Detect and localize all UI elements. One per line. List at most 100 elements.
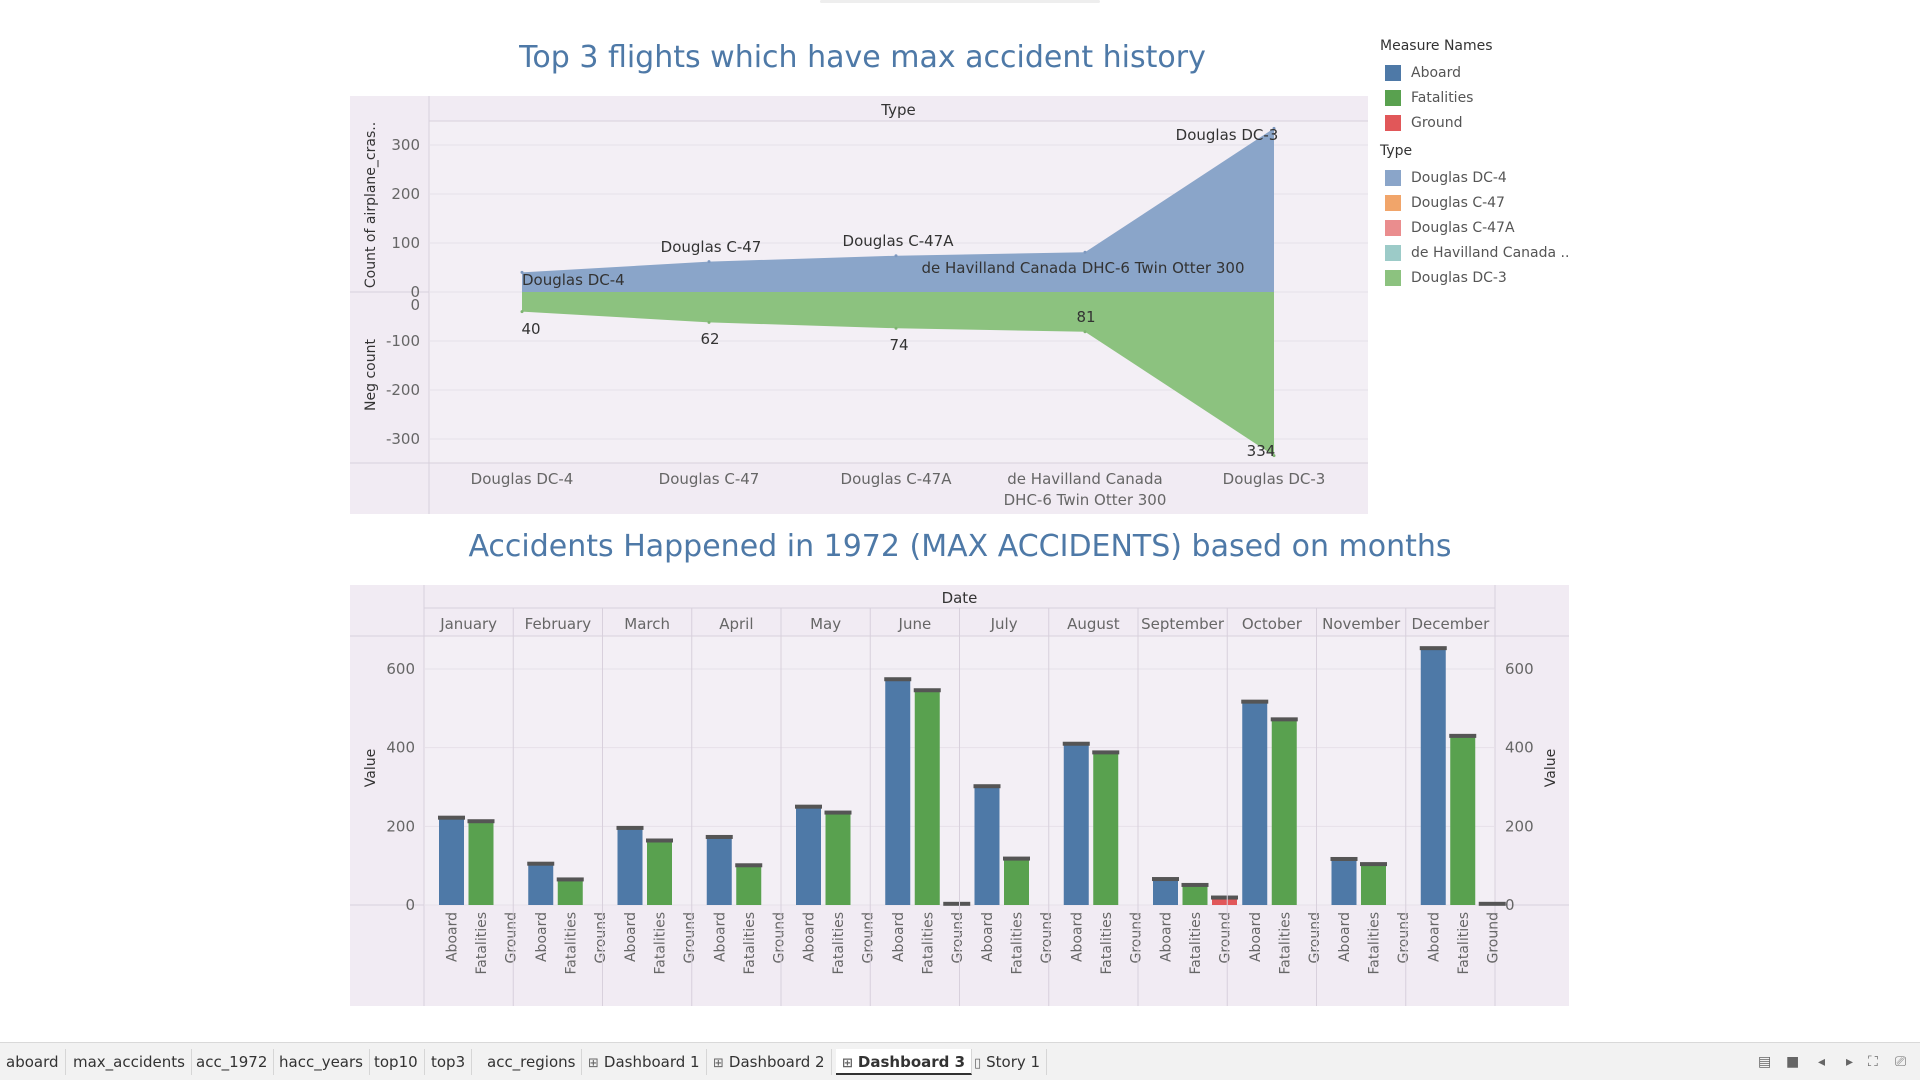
bar-measure-label: Aboard (1248, 912, 1264, 962)
bar-reference-cap (943, 901, 971, 906)
filmstrip-icon[interactable]: ■ (1786, 1054, 1800, 1070)
legend-item-ground[interactable]: Ground (1380, 110, 1600, 135)
bar-left-tick-label: 600 (386, 660, 415, 678)
bar-fatalities (1271, 719, 1297, 905)
bar-measure-label: Ground (1396, 912, 1412, 964)
legend-label: Ground (1411, 114, 1463, 131)
bar-measure-label: Fatalities (920, 912, 936, 974)
bar-measure-label: Aboard (980, 912, 996, 962)
legend-swatch (1385, 219, 1401, 236)
bar-measure-label: Ground (1128, 912, 1144, 964)
fullscreen-icon[interactable]: ⛶ (1868, 1054, 1878, 1070)
area-upper-data-label: Douglas C-47 (661, 238, 762, 256)
bar-fatalities (1093, 752, 1119, 905)
sheet-tab-aboard[interactable]: aboard (0, 1049, 66, 1075)
bar-measure-label: Ground (1218, 912, 1234, 964)
area-lower-point (707, 320, 711, 324)
area-lower-tick-label: -200 (386, 381, 420, 399)
bar-fatalities (825, 812, 851, 905)
area-upper-tick-label: 100 (391, 234, 420, 252)
bar-reference-cap (705, 834, 733, 839)
area-x-tick-label: de Havilland Canada DHC-6 Twin Otter 300 (1004, 470, 1167, 509)
bar-month-label: February (525, 615, 592, 633)
story-icon: ▯ (974, 1056, 982, 1071)
area-x-tick-label: Douglas DC-3 (1223, 470, 1326, 488)
sheet-tab-max-accidents[interactable]: max_accidents (67, 1049, 192, 1075)
legend-item-douglas-c-47a[interactable]: Douglas C-47A (1380, 215, 1600, 240)
bar-reference-cap (646, 838, 673, 843)
sheet-tab-label: max_accidents (73, 1053, 185, 1071)
bar-reference-cap (616, 825, 644, 830)
sheet-tab-bar: aboard max_accidents acc_1972 hacc_years top… (0, 1042, 1920, 1080)
bar-measure-label: Fatalities (1456, 912, 1472, 974)
area-upper-series (522, 128, 1274, 292)
sheet-tab-dashboard-3[interactable]: ⊞ Dashboard 3 (836, 1049, 973, 1075)
sheet-tab-top10[interactable]: top10 (368, 1049, 425, 1075)
legend-swatch (1385, 64, 1401, 81)
legend-item-aboard[interactable]: Aboard (1380, 60, 1600, 85)
bar-aboard (796, 806, 821, 905)
sheet-sorter-icon[interactable]: ▤ (1758, 1054, 1772, 1070)
sheet-tab-top3[interactable]: top3 (425, 1049, 473, 1075)
legend-item-fatalities[interactable]: Fatalities (1380, 85, 1600, 110)
legend-item-douglas-dc-4[interactable]: Douglas DC-4 (1380, 165, 1600, 190)
area-upper-tick-label: 0 (410, 283, 420, 301)
area-lower-data-label: 62 (700, 330, 719, 348)
bar-reference-cap (1062, 741, 1090, 746)
bar-measure-label: Ground (504, 912, 520, 964)
bar-measure-label: Fatalities (1099, 912, 1115, 974)
sheet-tab-acc-1972[interactable]: acc_1972 (190, 1049, 275, 1075)
bar-month-label: April (719, 615, 753, 633)
sheet-tab-dashboard-2[interactable]: ⊞ Dashboard 2 (707, 1049, 832, 1075)
bar-reference-cap (1330, 856, 1358, 861)
sheet-tab-dashboard-1[interactable]: ⊞ Dashboard 1 (582, 1049, 707, 1075)
area-lower-tick-label: 0 (410, 296, 420, 314)
bar-measure-label: Aboard (623, 912, 639, 962)
presentation-icon[interactable]: ⎚ (1895, 1054, 1907, 1070)
area-lower-data-label: 40 (521, 320, 540, 338)
bar-month-label: December (1411, 615, 1490, 633)
legend-item-douglas-dc-3[interactable]: Douglas DC-3 (1380, 265, 1600, 290)
sheet-tab-label: top3 (431, 1053, 466, 1071)
bar-reference-cap (556, 877, 584, 882)
area-upper-point (894, 254, 898, 258)
bar-measure-label: Aboard (445, 912, 461, 962)
bar-reference-cap (884, 677, 912, 682)
dashboard-icon: ⊞ (842, 1056, 853, 1071)
area-upper-data-label: de Havilland Canada DHC-6 Twin Otter 300 (922, 259, 1245, 277)
bar-aboard (1242, 701, 1268, 905)
legend-label: de Havilland Canada .. (1411, 244, 1570, 261)
bar-measure-label: Ground (1485, 912, 1501, 964)
sheet-tab-hacc-years[interactable]: hacc_years (273, 1049, 370, 1075)
bar-measure-label: Fatalities (1188, 912, 1204, 974)
bar-month-label: June (898, 615, 932, 633)
bar-month-label: November (1322, 615, 1401, 633)
area-lower-point (1083, 330, 1087, 334)
bar-reference-cap (467, 819, 495, 824)
bar-ground (1479, 903, 1505, 905)
area-lower-data-label: 74 (889, 336, 908, 354)
bar-reference-cap (438, 815, 465, 820)
next-icon[interactable]: ▸ (1846, 1054, 1854, 1070)
bar-reference-cap (1360, 862, 1387, 867)
legend-item-de-havilland[interactable]: de Havilland Canada .. (1380, 240, 1600, 265)
bar-month-label: March (624, 615, 670, 633)
prev-icon[interactable]: ◂ (1818, 1054, 1826, 1070)
bar-measure-label: Fatalities (1010, 912, 1026, 974)
area-x-tick-label: Douglas C-47 (659, 470, 760, 488)
legend-label: Douglas DC-3 (1411, 269, 1507, 286)
bar-aboard (1153, 879, 1178, 905)
sheet-tab-acc-regions[interactable]: acc_regions (481, 1049, 583, 1075)
sheet-tab-label: aboard (6, 1053, 59, 1071)
bar-measure-label: Ground (1039, 912, 1055, 964)
bar-left-axis-title: Value (363, 749, 379, 787)
bar-right-tick-label: 0 (1505, 896, 1515, 914)
legend-item-douglas-c-47[interactable]: Douglas C-47 (1380, 190, 1600, 215)
bar-reference-cap (1211, 895, 1238, 900)
bar-left-tick-label: 200 (386, 817, 415, 835)
bar-reference-cap (1241, 699, 1269, 704)
sheet-tab-story-1[interactable]: ▯ Story 1 (968, 1049, 1048, 1075)
legend-measure-title: Measure Names (1380, 38, 1493, 54)
bar-fatalities (557, 879, 583, 905)
